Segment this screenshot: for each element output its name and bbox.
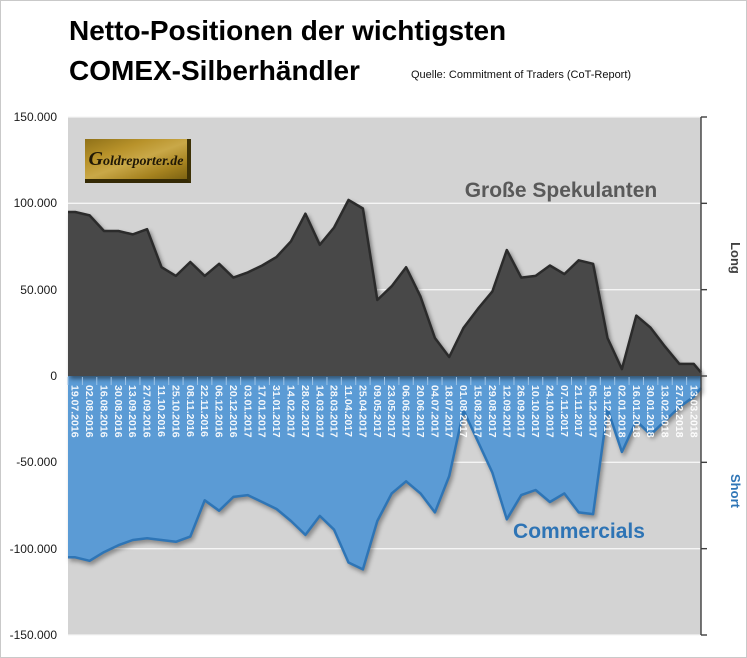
page-title-line1: Netto-Positionen der wichtigsten <box>69 15 507 46</box>
x-axis-date-label: 22.11.2016 <box>198 385 210 437</box>
x-axis-date-label: 03.01.2017 <box>241 385 253 438</box>
x-axis-date-label: 30.08.2016 <box>112 385 124 438</box>
x-axis-date-label: 27.02.2018 <box>673 385 685 438</box>
x-axis-date-label: 16.08.2016 <box>97 385 109 438</box>
page-title-line2: COMEX-Silberhändler <box>69 55 360 86</box>
y-axis-tick-label: -50.000 <box>16 455 57 470</box>
y-axis-tick-label: 0 <box>50 369 57 383</box>
x-axis-date-label: 30.01.2018 <box>644 385 656 438</box>
speculators-series-label: Große Spekulanten <box>465 179 658 202</box>
x-axis-date-label: 10.10.2017 <box>529 385 541 438</box>
x-axis-date-label: 29.08.2017 <box>486 385 498 438</box>
x-axis-date-label: 11.10.2016 <box>155 385 167 437</box>
y-axis-tick-label: 150.000 <box>13 110 57 124</box>
x-axis-date-label: 09.05.2017 <box>371 385 383 438</box>
x-axis-date-label: 23.05.2017 <box>385 385 397 438</box>
x-axis-date-label: 24.10.2017 <box>543 385 555 438</box>
x-axis-date-label: 14.02.2017 <box>284 385 296 438</box>
x-axis-date-label: 14.03.2017 <box>313 385 325 438</box>
x-axis-date-label: 13.09.2016 <box>126 385 138 438</box>
x-axis-date-label: 28.03.2017 <box>328 385 340 438</box>
x-axis-date-label: 13.03.2018 <box>687 385 699 438</box>
x-axis-date-label: 31.01.2017 <box>270 385 282 438</box>
x-axis-date-label: 05.12.2017 <box>587 385 599 438</box>
x-axis-date-label: 26.09.2017 <box>515 385 527 438</box>
long-side-label: Long <box>728 242 743 274</box>
x-axis-date-label: 13.02.2018 <box>659 385 671 438</box>
x-axis-date-label: 06.06.2017 <box>400 385 412 438</box>
x-axis-date-label: 28.02.2017 <box>299 385 311 438</box>
y-axis-tick-label: -150.000 <box>9 628 57 642</box>
x-axis-date-label: 02.08.2016 <box>83 385 95 438</box>
x-axis-date-label: 17.01.2017 <box>256 385 268 438</box>
y-axis-tick-label: -100.000 <box>9 541 57 556</box>
y-axis-tick-label: 50.000 <box>20 282 57 297</box>
x-axis-date-label: 18.07.2017 <box>443 385 455 438</box>
x-axis-date-label: 25.04.2017 <box>356 385 368 438</box>
x-axis-date-label: 11.04.2017 <box>342 385 354 437</box>
x-axis-date-label: 01.08.2017 <box>457 385 469 438</box>
commercials-series-label: Commercials <box>513 520 645 543</box>
x-axis-date-label: 12.09.2017 <box>500 385 512 438</box>
y-axis-tick-label: 100.000 <box>13 196 57 211</box>
x-axis-date-label: 16.01.2018 <box>630 385 642 438</box>
x-axis-date-label: 08.11.2016 <box>184 385 196 437</box>
goldreporter-logo: Goldreporter.de <box>85 139 191 183</box>
goldreporter-logo-text: Goldreporter.de <box>88 147 184 170</box>
x-axis-date-label: 20.12.2016 <box>227 385 239 438</box>
x-axis-date-label: 20.06.2017 <box>414 385 426 438</box>
speculators-area <box>68 198 702 376</box>
x-axis-date-label: 07.11.2017 <box>558 385 570 437</box>
x-axis-date-label: 19.12.2017 <box>601 385 613 438</box>
title-block: Netto-Positionen der wichtigsten COMEX-S… <box>69 11 506 91</box>
x-axis-date-label: 15.08.2017 <box>472 385 484 438</box>
x-axis-date-label: 06.12.2016 <box>213 385 225 438</box>
commercials-area <box>68 376 702 571</box>
x-axis-date-label: 19.07.2016 <box>69 385 81 438</box>
x-axis-date-label: 21.11.2017 <box>572 385 584 437</box>
x-axis-date-label: 25.10.2016 <box>169 385 181 438</box>
x-axis-date-label: 04.07.2017 <box>428 385 440 438</box>
source-note: Quelle: Commitment of Traders (CoT-Repor… <box>411 69 632 81</box>
short-side-label: Short <box>728 474 743 509</box>
x-axis-date-label: 02.01.2018 <box>615 385 627 438</box>
x-axis-date-label: 27.09.2016 <box>141 385 153 438</box>
